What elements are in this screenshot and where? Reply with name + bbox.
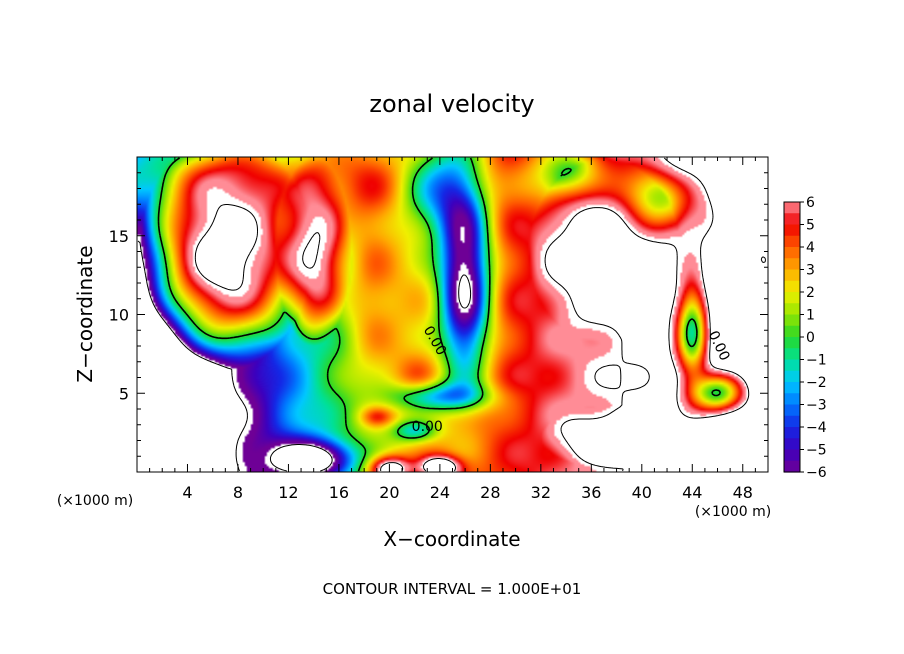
colorbar-band bbox=[784, 337, 800, 349]
colorbar-band bbox=[784, 303, 800, 316]
colorbar-band bbox=[784, 449, 800, 462]
x-tick-label: 28 bbox=[480, 483, 500, 502]
x-tick-label: 40 bbox=[632, 483, 652, 502]
contour-zero bbox=[157, 157, 721, 472]
colorbar-tick-label: 5 bbox=[806, 218, 815, 234]
contour-negative bbox=[137, 240, 472, 472]
colorbar-band bbox=[784, 438, 800, 451]
colorbar-band bbox=[784, 359, 800, 372]
colorbar-band bbox=[784, 224, 800, 237]
colorbar-band bbox=[784, 415, 800, 428]
colorbar-band bbox=[784, 213, 800, 226]
colorbar-band bbox=[784, 382, 800, 394]
colorbar: 6 5 4 3 2 1 0 −1 −2 −3 −4 −5 −6 bbox=[783, 195, 827, 481]
colorbar-band bbox=[784, 247, 800, 259]
plot-area: 0.000.000.00 bbox=[136, 156, 769, 473]
y-tick-label: 5 bbox=[119, 384, 129, 403]
y-axis-label: Z−coordinate bbox=[73, 245, 97, 382]
contour-lines bbox=[137, 157, 766, 472]
x-unit-left: (×1000 m) bbox=[57, 493, 133, 509]
colorbar-tick-label: −2 bbox=[806, 375, 827, 391]
colorbar-band bbox=[784, 202, 800, 214]
x-tick-label: 8 bbox=[233, 483, 243, 502]
contour-interval-note: CONTOUR INTERVAL = 1.000E+01 bbox=[323, 580, 582, 598]
chart-title: zonal velocity bbox=[369, 90, 534, 118]
x-tick-label: 44 bbox=[682, 483, 702, 502]
y-tick-label: 15 bbox=[109, 227, 129, 246]
colorbar-band bbox=[784, 314, 800, 327]
x-tick-label: 48 bbox=[733, 483, 753, 502]
colorbar-band bbox=[784, 280, 800, 293]
x-tick-label: 12 bbox=[278, 483, 298, 502]
x-axis-label: X−coordinate bbox=[383, 527, 520, 551]
colorbar-tick-label: 4 bbox=[806, 240, 815, 256]
x-tick-label: 20 bbox=[379, 483, 399, 502]
y-tick-label: 10 bbox=[109, 306, 129, 325]
colorbar-band bbox=[784, 427, 800, 439]
x-tick-label: 24 bbox=[430, 483, 450, 502]
x-tick-label: 32 bbox=[531, 483, 551, 502]
contour-positive bbox=[194, 157, 766, 472]
colorbar-tick-label: −3 bbox=[806, 398, 827, 414]
colorbar-band bbox=[784, 404, 800, 417]
colorbar-band bbox=[784, 393, 800, 406]
colorbar-band bbox=[784, 235, 800, 248]
x-tick-label: 36 bbox=[581, 483, 601, 502]
x-unit-right: (×1000 m) bbox=[695, 504, 771, 520]
colorbar-band bbox=[784, 370, 800, 383]
contour-label: 0.00 bbox=[412, 419, 443, 435]
colorbar-tick-label: 3 bbox=[806, 263, 815, 279]
colorbar-tick-label: −6 bbox=[806, 465, 827, 481]
colorbar-tick-label: −1 bbox=[806, 353, 827, 369]
colorbar-tick-label: 1 bbox=[806, 308, 815, 324]
colorbar-band bbox=[784, 269, 800, 282]
colorbar-tick-label: 6 bbox=[806, 195, 815, 211]
colorbar-tick-label: 0 bbox=[806, 330, 815, 346]
colorbar-tick-label: −5 bbox=[806, 443, 827, 459]
colorbar-band bbox=[784, 460, 800, 473]
colorbar-band bbox=[784, 292, 800, 304]
colorbar-band bbox=[784, 325, 800, 338]
colorbar-band bbox=[784, 348, 800, 361]
x-tick-label: 16 bbox=[329, 483, 349, 502]
velocity-field-image bbox=[137, 157, 768, 472]
colorbar-tick-label: 2 bbox=[806, 285, 815, 301]
x-tick-label: 4 bbox=[182, 483, 192, 502]
colorbar-tick-label: −4 bbox=[806, 420, 827, 436]
colorbar-band bbox=[784, 258, 800, 271]
